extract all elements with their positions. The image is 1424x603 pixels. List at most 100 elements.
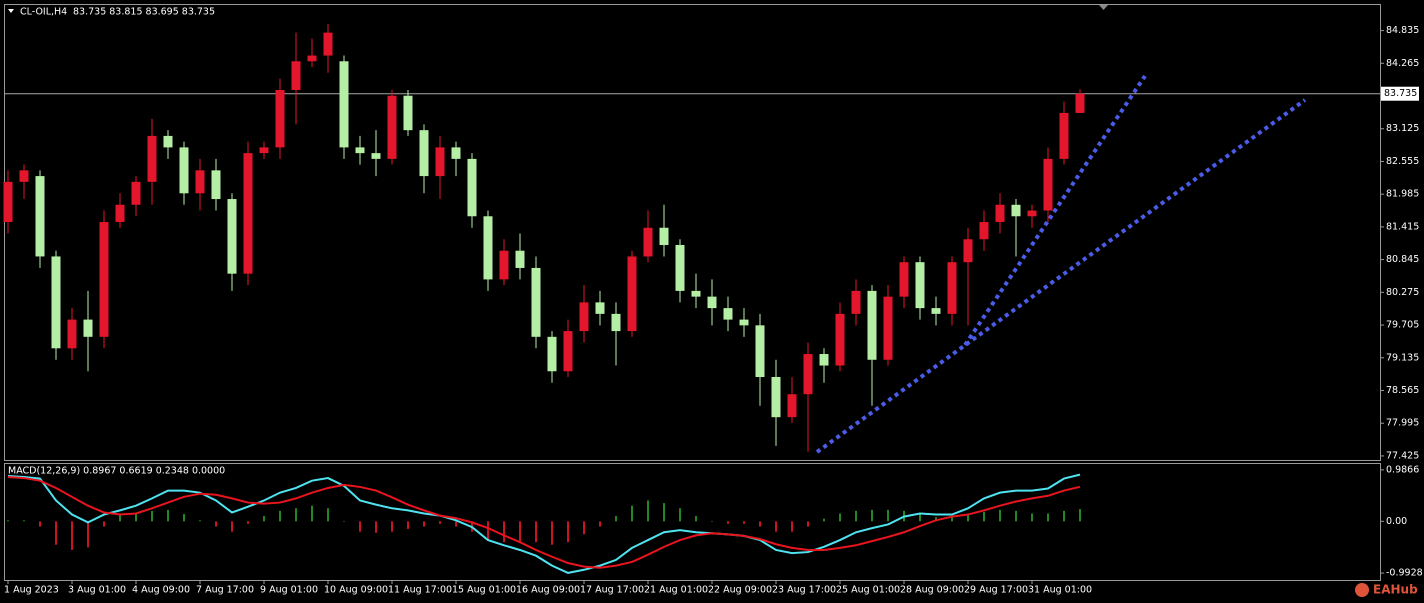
- candle-body: [771, 376, 781, 418]
- candle-body: [835, 313, 845, 366]
- candle-body: [531, 267, 541, 337]
- quote: 83.735 83.815 83.695 83.735: [73, 7, 215, 18]
- histogram-bar: [391, 521, 393, 532]
- watermark: EAHub: [1373, 583, 1418, 597]
- candle-body: [739, 319, 749, 326]
- histogram-bar: [215, 521, 217, 527]
- candle-body: [1043, 158, 1053, 211]
- candle-body: [323, 32, 333, 56]
- histogram-bar: [359, 521, 361, 532]
- histogram-bar: [583, 521, 585, 535]
- candle-body: [707, 296, 717, 309]
- candle-body: [979, 222, 989, 240]
- candle-body: [995, 204, 1005, 223]
- y-tick-label: 79.135: [1386, 352, 1419, 363]
- x-tick-label: 15 Aug 01:00: [452, 585, 516, 596]
- candle-body: [211, 170, 221, 200]
- candle-body: [243, 153, 253, 274]
- candle-body: [163, 135, 173, 148]
- histogram-bar: [951, 517, 953, 522]
- x-tick-label: 1 Aug 2023: [4, 585, 59, 596]
- x-tick-label: 9 Aug 01:00: [260, 585, 318, 596]
- histogram-bar: [199, 520, 201, 522]
- y-tick-label: 82.555: [1386, 156, 1419, 167]
- histogram-bar: [615, 516, 617, 522]
- candle-body: [3, 181, 13, 223]
- histogram-bar: [599, 521, 601, 527]
- candle-body: [1059, 112, 1069, 159]
- histogram-bar: [823, 518, 825, 522]
- histogram-bar: [983, 511, 985, 522]
- macd-title: MACD(12,26,9) 0.8967 0.6619 0.2348 0.000…: [8, 466, 225, 477]
- candle-body: [499, 250, 509, 280]
- histogram-bar: [455, 521, 457, 527]
- histogram-bar: [231, 521, 233, 532]
- candle-body: [51, 256, 61, 349]
- histogram-bar: [855, 510, 857, 522]
- histogram-bar: [567, 521, 569, 543]
- candle-body: [115, 204, 125, 223]
- histogram-bar: [743, 521, 745, 524]
- histogram-bar: [1015, 510, 1017, 522]
- y-tick-label: 80.275: [1386, 287, 1419, 298]
- y-tick-label: 79.705: [1386, 320, 1419, 331]
- histogram-bar: [839, 513, 841, 522]
- histogram-bar: [295, 508, 297, 522]
- histogram-bar: [967, 515, 969, 522]
- candle-body: [19, 170, 29, 182]
- candle-body: [723, 308, 733, 320]
- x-tick-label: 29 Aug 17:00: [964, 585, 1028, 596]
- menu-arrow[interactable]: [8, 9, 14, 13]
- y-tick-label: 78.565: [1386, 385, 1419, 396]
- candle-body: [1011, 204, 1021, 217]
- histogram-bar: [183, 514, 185, 522]
- histogram-bar: [7, 520, 9, 522]
- histogram-bar: [1063, 510, 1065, 522]
- candle-body: [179, 147, 189, 194]
- histogram-bar: [407, 521, 409, 530]
- histogram-bar: [535, 521, 537, 543]
- histogram-bar: [759, 521, 761, 527]
- x-tick-label: 21 Aug 01:00: [644, 585, 708, 596]
- x-tick-label: 23 Aug 17:00: [772, 585, 836, 596]
- y-tick-label: 84.835: [1386, 25, 1419, 36]
- histogram-bar: [679, 508, 681, 522]
- y-tick-label: 81.985: [1386, 189, 1419, 200]
- candle-body: [307, 55, 317, 62]
- candle-body: [259, 147, 269, 154]
- x-tick-label: 3 Aug 01:00: [68, 585, 126, 596]
- histogram-bar: [519, 521, 521, 543]
- histogram-bar: [327, 508, 329, 522]
- histogram-bar: [999, 509, 1001, 522]
- y-tick-label: 77.995: [1386, 418, 1419, 429]
- candle-body: [867, 290, 877, 360]
- candle-body: [387, 95, 397, 159]
- candle-body: [291, 61, 301, 90]
- candle-body: [1075, 93, 1085, 113]
- price-panel: [4, 4, 1381, 461]
- y-tick-label: 77.425: [1386, 450, 1419, 461]
- x-tick-label: 25 Aug 01:00: [836, 585, 900, 596]
- x-tick-label: 4 Aug 09:00: [132, 585, 190, 596]
- histogram-bar: [775, 521, 777, 532]
- histogram-bar: [55, 521, 57, 545]
- histogram-bar: [727, 521, 729, 524]
- y-tick-label: 84.265: [1386, 58, 1419, 69]
- histogram-bar: [647, 500, 649, 522]
- x-tick-label: 7 Aug 17:00: [196, 585, 254, 596]
- candle-body: [355, 147, 365, 154]
- histogram-bar: [39, 521, 41, 527]
- candle-body: [627, 256, 637, 332]
- histogram-bar: [263, 516, 265, 522]
- histogram-bar: [503, 521, 505, 543]
- histogram-bar: [887, 509, 889, 522]
- candle-body: [595, 302, 605, 314]
- candle-body: [419, 130, 429, 177]
- candle-body: [195, 170, 205, 194]
- candle-body: [755, 325, 765, 377]
- x-tick-label: 28 Aug 09:00: [900, 585, 964, 596]
- histogram-bar: [871, 509, 873, 522]
- candle-body: [611, 313, 621, 332]
- candle-body: [643, 227, 653, 257]
